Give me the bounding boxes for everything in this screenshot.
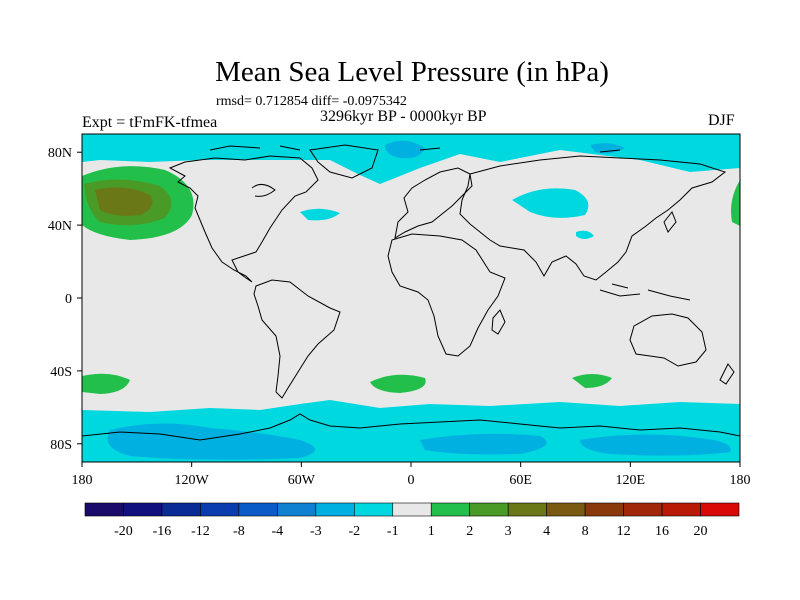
colorbar: -20 -16 -12 -8 -4 -3 -2 -1 1 2 3 4 8 12 16 20 <box>84 502 740 539</box>
colorbar-label: 16 <box>655 524 669 539</box>
southeast-asia-islands <box>599 283 691 301</box>
colorbar-label: 2 <box>466 524 473 539</box>
north-atlantic-low <box>300 208 340 221</box>
colorbar-swatch <box>469 502 509 517</box>
southern-ocean-negative-core <box>580 434 731 456</box>
central-asia-low <box>512 188 589 218</box>
y-tick-label: 80S <box>50 438 72 453</box>
colorbar-swatch <box>315 502 355 517</box>
x-tick-label: 0 <box>408 473 415 488</box>
south-pacific-high <box>82 373 130 394</box>
colorbar-label: -16 <box>153 524 172 539</box>
colorbar-swatch <box>353 502 394 517</box>
colorbar-swatch <box>430 502 471 517</box>
colorbar-label: 1 <box>428 524 435 539</box>
asia-coast <box>459 155 727 281</box>
y-tick-label: 40N <box>48 219 72 234</box>
arctic-islands <box>209 145 621 153</box>
x-tick-label: 60W <box>288 473 316 488</box>
colorbar-swatch <box>546 502 586 517</box>
colorbar-label: -2 <box>348 524 360 539</box>
colorbar-label: -8 <box>233 524 245 539</box>
colorbar-swatch <box>661 502 701 517</box>
madagascar-coast <box>491 309 506 335</box>
south-indian-high <box>572 374 612 388</box>
colorbar-label: -4 <box>272 524 284 539</box>
colorbar-swatch <box>84 502 124 517</box>
south-atlantic-high <box>370 374 426 393</box>
x-tick-label: 120E <box>616 473 646 488</box>
period-label: 3296kyr BP - 0000kyr BP <box>320 108 487 125</box>
x-tick-label: 60E <box>509 473 532 488</box>
colorbar-label: -20 <box>114 524 133 539</box>
south-america-coast <box>253 279 341 399</box>
anomaly-fields <box>82 134 740 462</box>
colorbar-swatch <box>161 502 201 517</box>
colorbar-label: -12 <box>191 524 210 539</box>
hudson-bay-coast <box>251 184 276 197</box>
y-tick-label: 40S <box>50 365 72 380</box>
greenland-coast <box>309 144 379 179</box>
colorbar-label: 3 <box>505 524 512 539</box>
colorbar-label: 4 <box>543 524 550 539</box>
antarctica-coast <box>82 413 740 441</box>
colorbar-swatch <box>700 502 740 517</box>
colorbar-swatch <box>392 502 432 517</box>
colorbar-swatch <box>200 502 240 517</box>
colorbar-label: 8 <box>582 524 589 539</box>
x-tick-label: 180 <box>730 473 751 488</box>
arctic-negative-core <box>385 140 425 159</box>
north-america-coast <box>168 155 319 283</box>
north-pacific-high-core <box>95 187 153 216</box>
colorbar-swatch <box>623 502 663 517</box>
x-tick-label: 180 <box>72 473 93 488</box>
japan-coast <box>663 211 677 233</box>
australia-coast <box>629 313 707 367</box>
new-zealand-coast <box>719 363 735 385</box>
y-tick-label: 80N <box>48 146 72 161</box>
colorbar-swatch <box>507 502 547 517</box>
colorbar-label: 12 <box>617 524 631 539</box>
colorbar-label: 20 <box>694 524 708 539</box>
colorbar-swatch <box>584 502 624 517</box>
x-axis: 180 120W 60W 0 60E 120E 180 <box>72 462 751 488</box>
southern-ocean-negative-core <box>107 423 315 460</box>
stats-line: rmsd= 0.712854 diff= -0.0975342 <box>216 94 407 109</box>
season-label: DJF <box>708 112 735 129</box>
y-axis: 80N 40N 0 40S 80S <box>48 146 82 453</box>
map-title: Mean Sea Level Pressure (in hPa) <box>215 56 609 88</box>
experiment-label: Expt = tFmFK-tfmea <box>82 114 218 131</box>
colorbar-label: -3 <box>310 524 322 539</box>
east-pacific-high-wrap <box>731 180 740 226</box>
arctic-negative-band <box>82 134 740 184</box>
asia-small-low <box>576 230 594 239</box>
colorbar-swatch <box>238 502 278 517</box>
coastlines <box>82 144 740 441</box>
y-tick-label: 0 <box>65 292 72 307</box>
colorbar-swatch <box>123 502 163 517</box>
x-tick-label: 120W <box>175 473 210 488</box>
colorbar-swatch <box>277 502 317 517</box>
southern-ocean-negative-core <box>420 433 547 455</box>
africa-coast <box>387 233 506 357</box>
colorbar-label: -1 <box>387 524 399 539</box>
